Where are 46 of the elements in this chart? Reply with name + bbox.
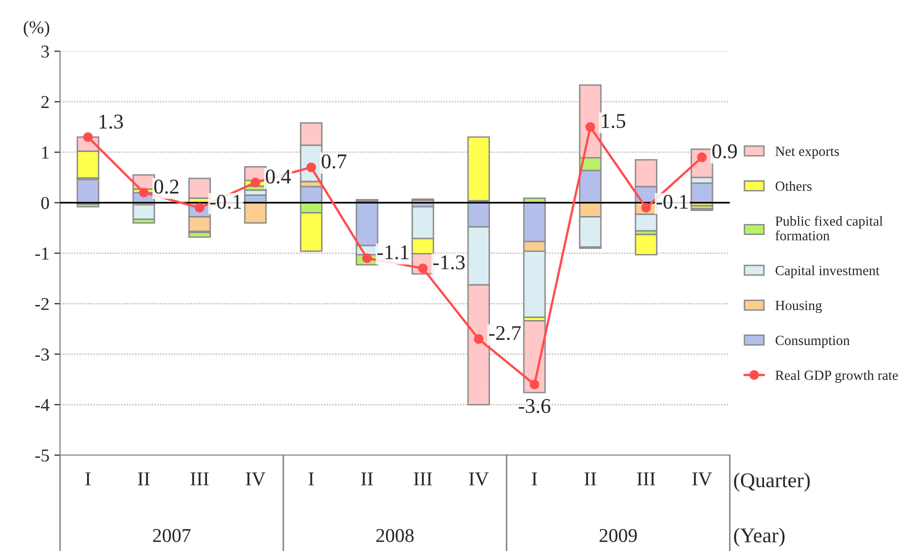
x-tick-label: III <box>637 472 656 486</box>
text: (Quarter) <box>734 472 810 492</box>
data-label: -0.1 <box>210 194 242 209</box>
legend-label: Capital investment <box>776 265 880 278</box>
legend-label: Net exports <box>775 146 839 159</box>
x-tick-label: III <box>414 472 432 486</box>
data-label: 0.4 <box>266 169 291 184</box>
y-axis-title: (%) <box>24 20 50 38</box>
legend-label: Real GDP growth rate <box>775 370 898 383</box>
data-label: 1.5 <box>602 114 626 128</box>
x-tick-label: II <box>584 472 596 486</box>
data-label: 1.3 <box>100 114 123 129</box>
x-tick-label: IV <box>469 472 489 486</box>
y-tick-label: 1 <box>42 146 49 158</box>
y-tick-label: -3 <box>35 348 49 361</box>
x-tick-label: I <box>532 472 538 486</box>
text: 2009 <box>600 528 637 542</box>
data-label: -3.6 <box>518 398 550 414</box>
data-label: -1.3 <box>433 255 465 270</box>
text: (Year) <box>734 528 785 547</box>
data-label: -1.1 <box>378 245 408 260</box>
legend-label: Others <box>776 181 812 191</box>
y-tick-label: 2 <box>41 96 49 108</box>
legend-label: Housing <box>775 300 822 314</box>
x-tick-label: I <box>308 472 314 486</box>
legend-label: Consumption <box>776 336 850 348</box>
data-label: 0.7 <box>322 154 346 168</box>
data-label: 0.2 <box>154 180 178 194</box>
x-tick-label: I <box>85 472 91 486</box>
x-tick-label: II <box>138 472 150 486</box>
y-tick-label: -1 <box>35 248 49 260</box>
y-tick-label: -2 <box>35 298 49 310</box>
x-tick-label: II <box>361 472 373 486</box>
x-tick-label: IV <box>246 472 266 486</box>
legend-label: Public fixed capital formation <box>775 216 883 240</box>
y-tick-label: 3 <box>41 46 49 58</box>
data-label: -0.1 <box>656 194 688 209</box>
text: 2008 <box>376 528 414 542</box>
y-tick-label: -5 <box>35 450 49 462</box>
text: 2007 <box>153 528 191 542</box>
x-tick-label: III <box>190 472 209 486</box>
data-label: 0.9 <box>712 144 737 158</box>
data-label: -2.7 <box>489 326 521 340</box>
x-tick-label: IV <box>692 472 712 486</box>
y-tick-label: -4 <box>35 399 50 411</box>
y-tick-label: 0 <box>41 196 49 210</box>
